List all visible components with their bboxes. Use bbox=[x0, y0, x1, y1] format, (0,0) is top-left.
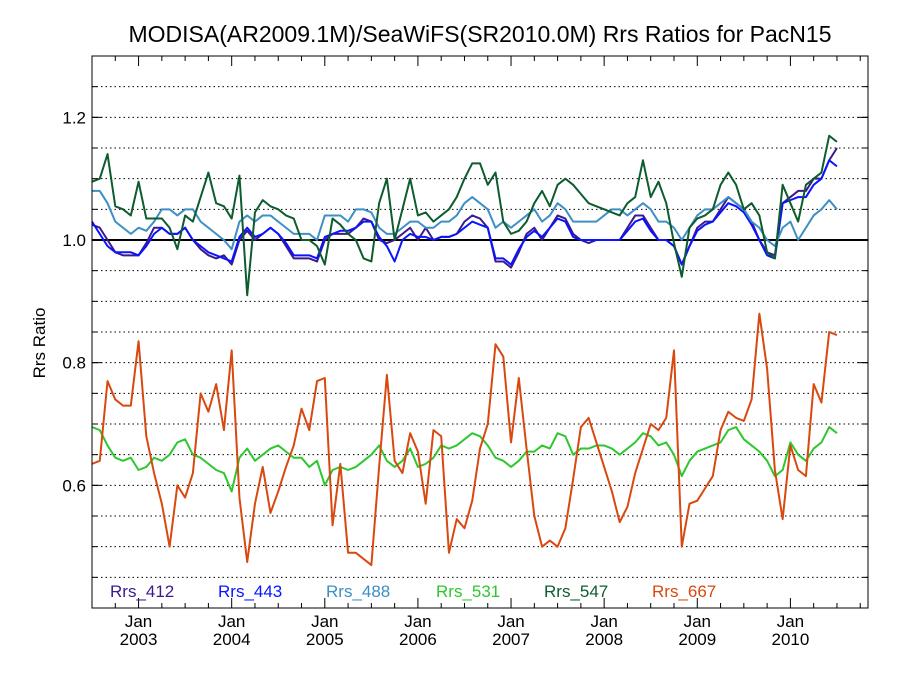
series-line-rrs-547 bbox=[91, 134, 838, 297]
y-axis-label: Rrs Ratio bbox=[30, 308, 49, 379]
legend-entry-rrs-531: Rrs_531 bbox=[436, 582, 500, 601]
x-tick-month: Jan bbox=[311, 612, 338, 631]
x-tick-year: 2008 bbox=[585, 630, 623, 649]
series-line-rrs-443 bbox=[91, 159, 838, 266]
legend-entry-rrs-547: Rrs_547 bbox=[544, 582, 608, 601]
legend-entry-rrs-443: Rrs_443 bbox=[218, 582, 282, 601]
x-tick-year: 2010 bbox=[771, 630, 809, 649]
x-tick-year: 2003 bbox=[120, 630, 158, 649]
chart-title: MODISA(AR2009.1M)/SeaWiFS(SR2010.0M) Rrs… bbox=[129, 21, 832, 47]
legend-entry-rrs-412: Rrs_412 bbox=[110, 582, 174, 601]
y-tick-label: 1.2 bbox=[62, 108, 86, 127]
y-tick-label: 0.6 bbox=[62, 476, 86, 495]
legend: Rrs_412 Rrs_443 Rrs_488 Rrs_531 Rrs_547 Rrs_6… bbox=[110, 582, 716, 601]
x-tick-year: 2007 bbox=[492, 630, 530, 649]
series-line-rrs-667 bbox=[91, 312, 838, 567]
x-tick-month: Jan bbox=[684, 612, 711, 631]
grid-lines bbox=[92, 86, 868, 578]
axis-ticks: 0.60.81.01.2Jan2003Jan2004Jan2005Jan2006… bbox=[62, 56, 868, 649]
legend-entry-rrs-488: Rrs_488 bbox=[326, 582, 390, 601]
x-tick-month: Jan bbox=[777, 612, 804, 631]
x-tick-month: Jan bbox=[404, 612, 431, 631]
x-tick-month: Jan bbox=[125, 612, 152, 631]
y-tick-label: 1.0 bbox=[62, 231, 86, 250]
x-tick-year: 2004 bbox=[213, 630, 251, 649]
x-tick-month: Jan bbox=[590, 612, 617, 631]
x-tick-month: Jan bbox=[497, 612, 524, 631]
legend-entry-rrs-667: Rrs_667 bbox=[652, 582, 716, 601]
series-line-rrs-531 bbox=[91, 426, 838, 493]
x-tick-year: 2005 bbox=[306, 630, 344, 649]
x-tick-month: Jan bbox=[218, 612, 245, 631]
y-tick-label: 0.8 bbox=[62, 354, 86, 373]
x-tick-year: 2009 bbox=[678, 630, 716, 649]
series-lines bbox=[91, 134, 838, 567]
x-tick-year: 2006 bbox=[399, 630, 437, 649]
